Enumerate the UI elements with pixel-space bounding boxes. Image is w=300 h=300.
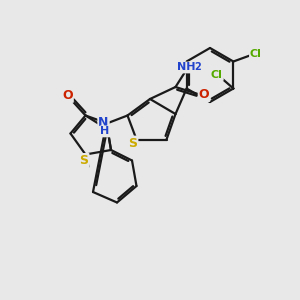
Text: Cl: Cl — [211, 70, 223, 80]
Text: S: S — [128, 136, 137, 150]
Text: NH: NH — [177, 62, 195, 73]
Text: Cl: Cl — [250, 49, 262, 59]
Text: O: O — [199, 88, 209, 101]
Text: O: O — [62, 89, 73, 102]
Text: N: N — [98, 116, 109, 129]
Text: 2: 2 — [194, 62, 201, 72]
Text: H: H — [100, 126, 109, 136]
Text: S: S — [80, 154, 88, 167]
